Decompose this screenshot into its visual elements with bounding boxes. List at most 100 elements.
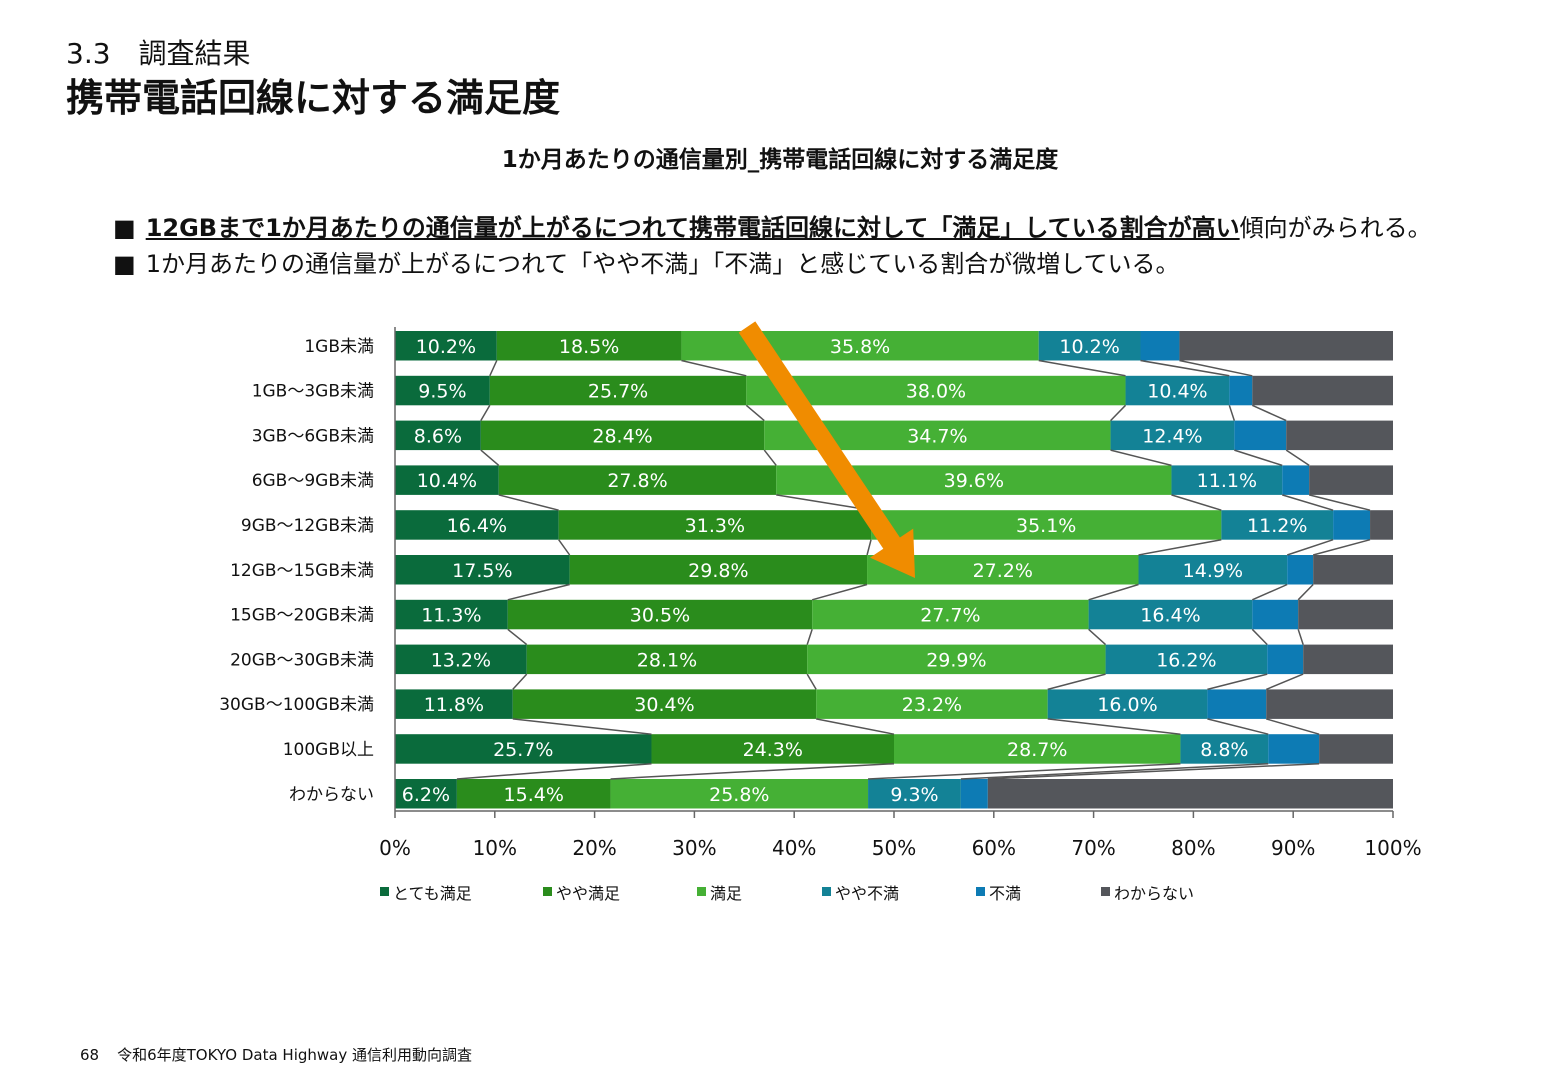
- data-label: 9.3%: [890, 784, 938, 806]
- series-line: [1285, 449, 1310, 467]
- series-line: [1312, 538, 1371, 556]
- series-line: [1207, 673, 1268, 691]
- bar-segment: [987, 779, 1393, 809]
- series-line: [811, 583, 868, 601]
- category-label: 12GB～15GB未満: [230, 561, 374, 581]
- annotation-arrow: [738, 321, 915, 578]
- bar-segment: [1179, 331, 1393, 361]
- bar-segment: [395, 555, 570, 585]
- legend-swatch: [1101, 887, 1110, 896]
- bar-segment: [1047, 689, 1208, 719]
- series-line: [816, 718, 895, 735]
- data-label: 28.1%: [637, 649, 697, 671]
- bar-segment: [812, 599, 1089, 630]
- legend-label: やや不満: [835, 884, 899, 903]
- series-line: [456, 762, 652, 780]
- bar-segment: [1140, 331, 1180, 361]
- bar-segment: [871, 510, 1222, 540]
- data-label: 8.6%: [414, 425, 462, 447]
- bar-segment: [894, 734, 1181, 764]
- bullet-text: 傾向がみられる。: [1239, 214, 1432, 242]
- data-label: 11.1%: [1197, 470, 1257, 492]
- bar-segment: [395, 599, 508, 630]
- bullet-square-icon: ■: [113, 214, 136, 242]
- bar-segment: [1370, 510, 1393, 540]
- data-label: 25.8%: [709, 784, 769, 806]
- x-tick-label: 50%: [872, 836, 916, 860]
- legend-swatch: [380, 887, 389, 896]
- series-line: [1110, 449, 1172, 467]
- x-tick-label: 70%: [1071, 836, 1115, 860]
- bar-segment: [1266, 689, 1393, 719]
- series-line: [489, 360, 498, 377]
- x-tick-label: 90%: [1271, 836, 1315, 860]
- data-label: 14.9%: [1183, 560, 1243, 582]
- bar-segment: [1309, 465, 1393, 495]
- series-line: [498, 494, 559, 511]
- series-line: [558, 539, 571, 556]
- legend-label: やや満足: [556, 884, 620, 903]
- page-number: 68: [80, 1046, 100, 1064]
- series-line: [1088, 628, 1107, 646]
- bar-segment: [816, 689, 1048, 719]
- series-line: [1171, 494, 1222, 511]
- bar-segment: [1268, 734, 1320, 764]
- bar-segment: [651, 734, 894, 764]
- bar-segment: [1267, 644, 1304, 675]
- category-label: 100GB以上: [283, 740, 374, 760]
- series-line: [776, 494, 872, 511]
- bar-segment: [1221, 510, 1334, 540]
- bar-segment: [1229, 375, 1253, 406]
- bar-segment: [395, 420, 481, 451]
- x-tick-label: 10%: [473, 836, 517, 860]
- series-line: [480, 449, 500, 466]
- data-label: 18.5%: [559, 336, 619, 358]
- series-line: [512, 673, 528, 690]
- category-label: 15GB～20GB未満: [230, 606, 374, 626]
- data-label: 35.1%: [1016, 515, 1076, 537]
- legend-label: 不満: [989, 884, 1021, 903]
- page-title: 携帯電話回線に対する満足度: [66, 76, 561, 120]
- legend-swatch: [976, 887, 985, 896]
- series-line: [868, 762, 1181, 780]
- series-line: [507, 628, 528, 646]
- bar-segment: [960, 779, 988, 809]
- bar-segment: [1252, 375, 1393, 406]
- bar-segment: [1038, 331, 1141, 361]
- data-label: 29.8%: [688, 560, 748, 582]
- data-label: 30.4%: [634, 694, 694, 716]
- series-line: [987, 762, 1320, 780]
- bullet-text: 1か月あたりの通信量が上がるにつれて「やや不満」「不満」と感じている割合が微増し…: [145, 250, 1180, 278]
- series-line: [1282, 494, 1334, 511]
- data-label: 31.3%: [685, 515, 745, 537]
- legend-label: わからない: [1114, 884, 1194, 903]
- data-label: 10.4%: [417, 470, 477, 492]
- footer-text: 令和6年度TOKYO Data Highway 通信利用動向調査: [117, 1046, 472, 1064]
- data-label: 16.0%: [1097, 694, 1157, 716]
- series-line: [1234, 449, 1283, 467]
- bullet-square-icon: ■: [113, 250, 136, 278]
- x-tick-label: 20%: [572, 836, 616, 860]
- bullet-highlight: 12GBまで1か月あたりの通信量が上がるにつれて携帯電話回線に対して「満足」して…: [145, 214, 1240, 242]
- series-line: [1038, 359, 1126, 377]
- series-line: [745, 404, 765, 422]
- data-label: 17.5%: [452, 560, 512, 582]
- bar-segment: [496, 331, 682, 361]
- category-label: 20GB～30GB未満: [230, 650, 374, 670]
- category-label: 1GB未満: [304, 337, 374, 357]
- category-label: 3GB～6GB未満: [252, 426, 374, 446]
- data-label: 27.8%: [607, 470, 667, 492]
- series-line: [1228, 405, 1236, 421]
- series-line: [1138, 538, 1222, 556]
- data-label: 28.7%: [1007, 739, 1067, 761]
- bar-segment: [868, 779, 961, 809]
- chart-title: 1か月あたりの通信量別_携帯電話回線に対する満足度: [501, 147, 1059, 173]
- bar-segment: [395, 689, 513, 719]
- bullet-point-2: ■ 1か月あたりの通信量が上がるにつれて「やや不満」「不満」と感じている割合が微増…: [113, 252, 1180, 276]
- data-label: 27.2%: [973, 560, 1033, 582]
- series-line: [1251, 583, 1288, 601]
- x-tick-label: 100%: [1364, 836, 1421, 860]
- data-label: 10.2%: [416, 336, 476, 358]
- bar-segment: [746, 375, 1126, 406]
- bar-segment: [526, 644, 808, 675]
